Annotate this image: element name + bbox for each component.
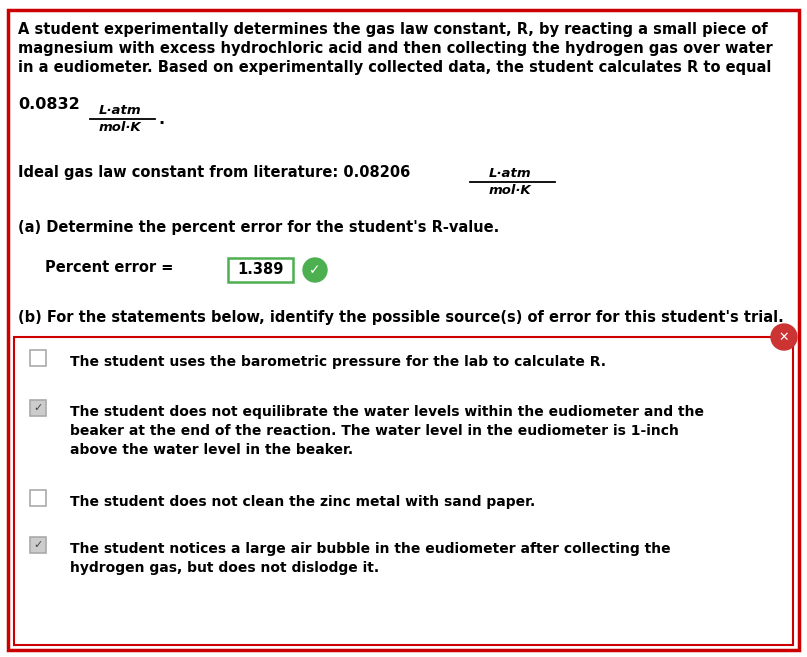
Text: L·atm: L·atm bbox=[98, 104, 141, 117]
FancyBboxPatch shape bbox=[14, 337, 793, 645]
Text: (a) Determine the percent error for the student's R-value.: (a) Determine the percent error for the … bbox=[18, 220, 500, 235]
Text: 0.0832: 0.0832 bbox=[18, 97, 80, 112]
Text: The student uses the barometric pressure for the lab to calculate R.: The student uses the barometric pressure… bbox=[70, 355, 606, 369]
Text: ✓: ✓ bbox=[33, 540, 43, 550]
Text: mol·K: mol·K bbox=[98, 121, 141, 134]
Text: ✓: ✓ bbox=[309, 263, 321, 277]
Circle shape bbox=[771, 324, 797, 350]
Text: magnesium with excess hydrochloric acid and then collecting the hydrogen gas ove: magnesium with excess hydrochloric acid … bbox=[18, 41, 773, 56]
Text: L·atm: L·atm bbox=[489, 167, 531, 180]
Text: 1.389: 1.389 bbox=[237, 263, 284, 277]
FancyBboxPatch shape bbox=[8, 10, 799, 650]
Text: The student notices a large air bubble in the eudiometer after collecting the
hy: The student notices a large air bubble i… bbox=[70, 542, 671, 575]
FancyBboxPatch shape bbox=[228, 258, 293, 282]
Text: ✓: ✓ bbox=[33, 403, 43, 413]
FancyBboxPatch shape bbox=[30, 537, 46, 553]
Text: mol·K: mol·K bbox=[489, 184, 531, 197]
Text: Ideal gas law constant from literature: 0.08206: Ideal gas law constant from literature: … bbox=[18, 165, 410, 180]
Text: (b) For the statements below, identify the possible source(s) of error for this : (b) For the statements below, identify t… bbox=[18, 310, 784, 325]
FancyBboxPatch shape bbox=[30, 350, 46, 366]
FancyBboxPatch shape bbox=[30, 400, 46, 416]
Text: Percent error =: Percent error = bbox=[45, 260, 174, 275]
Circle shape bbox=[303, 258, 327, 282]
Text: .: . bbox=[158, 112, 164, 127]
Text: The student does not equilibrate the water levels within the eudiometer and the
: The student does not equilibrate the wat… bbox=[70, 405, 704, 457]
Text: The student does not clean the zinc metal with sand paper.: The student does not clean the zinc meta… bbox=[70, 495, 535, 509]
FancyBboxPatch shape bbox=[30, 490, 46, 506]
Text: A student experimentally determines the gas law constant, R, by reacting a small: A student experimentally determines the … bbox=[18, 22, 767, 37]
Text: in a eudiometer. Based on experimentally collected data, the student calculates : in a eudiometer. Based on experimentally… bbox=[18, 60, 771, 75]
Text: ✕: ✕ bbox=[779, 330, 789, 344]
